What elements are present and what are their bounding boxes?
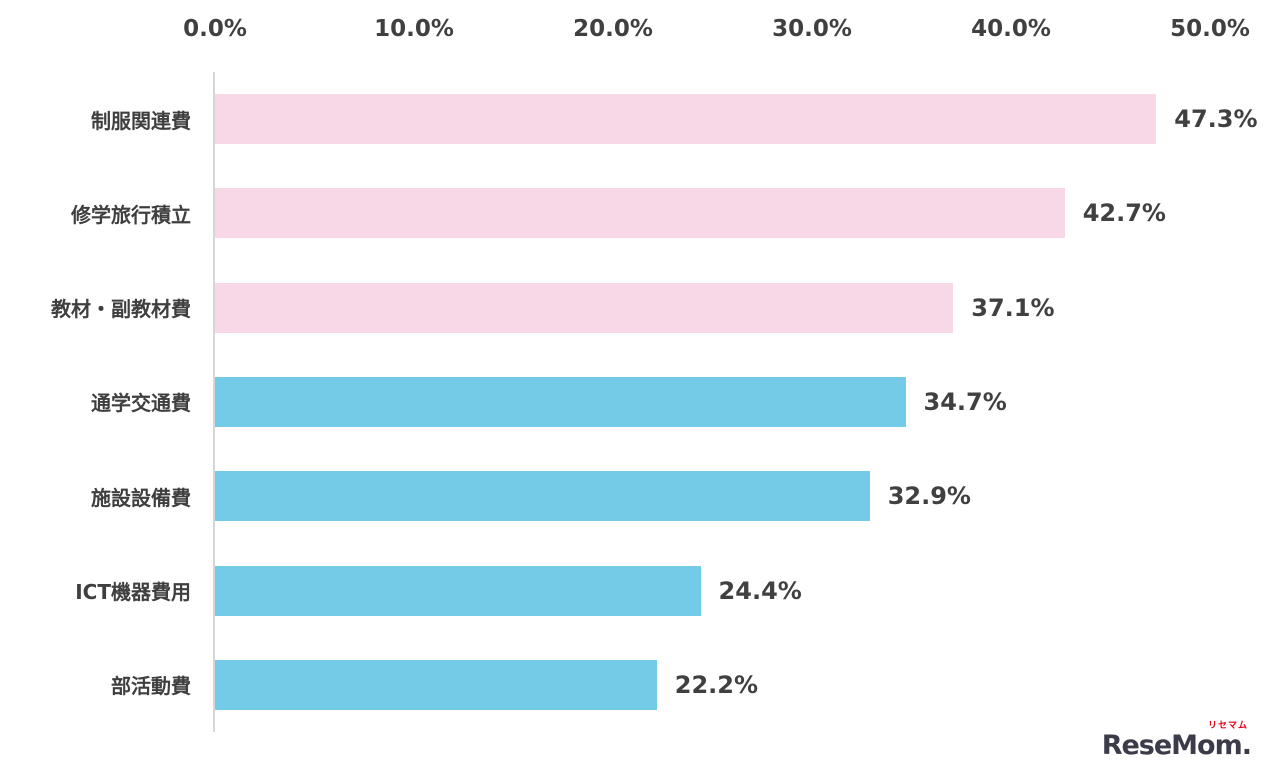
value-label: 34.7% [923, 387, 1007, 416]
bar [215, 282, 954, 333]
bar-track: 37.1% [215, 282, 1210, 333]
bar-row: 修学旅行積立 42.7% [0, 166, 1280, 260]
value-label: 47.3% [1174, 105, 1258, 134]
bar-row: ICT機器費用 24.4% [0, 543, 1280, 637]
bar-row: 教材・副教材費 37.1% [0, 261, 1280, 355]
value-label: 32.9% [887, 482, 971, 511]
bar-row: 施設設備費 32.9% [0, 449, 1280, 543]
value-label: 24.4% [718, 576, 802, 605]
category-label: 修学旅行積立 [71, 202, 191, 227]
x-tick-label: 10.0% [374, 16, 454, 42]
x-tick-label: 40.0% [971, 16, 1051, 42]
bar-track: 47.3% [215, 94, 1258, 145]
bar [215, 188, 1065, 239]
resemom-logo-dot: . [1241, 730, 1252, 761]
bar [215, 94, 1157, 145]
plot-area: 制服関連費 47.3% 修学旅行積立 42.7% 教材・副教材費 37.1% 通学交通費 34… [0, 72, 1280, 732]
x-tick-label: 20.0% [573, 16, 653, 42]
bar-row: 通学交通費 34.7% [0, 355, 1280, 449]
bar [215, 565, 701, 616]
category-label: 施設設備費 [91, 485, 191, 510]
value-label: 22.2% [674, 670, 759, 699]
bar-track: 24.4% [215, 565, 1210, 616]
x-tick-label: 50.0% [1170, 16, 1250, 42]
bar-track: 22.2% [215, 659, 1210, 710]
category-label: 通学交通費 [91, 391, 191, 416]
resemom-logo-text: ReseMom [1101, 730, 1243, 761]
bar-row: 部活動費 22.2% [0, 638, 1280, 732]
bar [215, 659, 657, 710]
bar [215, 376, 906, 427]
x-tick-label: 0.0% [183, 16, 247, 42]
category-label: 制服関連費 [91, 108, 191, 133]
bar-row: 制服関連費 47.3% [0, 72, 1280, 166]
x-axis: 0.0% 10.0% 20.0% 30.0% 40.0% 50.0% [183, 16, 1250, 50]
y-axis-line [213, 72, 215, 732]
resemom-logo: リセマム ReseMom. [1101, 721, 1252, 761]
value-label: 42.7% [1082, 199, 1166, 228]
bar [215, 471, 870, 522]
category-label: 教材・副教材費 [51, 297, 191, 322]
category-label: 部活動費 [111, 674, 191, 699]
category-label: ICT機器費用 [75, 580, 191, 605]
value-label: 37.1% [971, 293, 1055, 322]
x-tick-label: 30.0% [772, 16, 852, 42]
bar-track: 32.9% [215, 471, 1210, 522]
bar-track: 34.7% [215, 376, 1210, 427]
bar-track: 42.7% [215, 188, 1210, 239]
resemom-logo-ruby: リセマム [1207, 721, 1248, 731]
